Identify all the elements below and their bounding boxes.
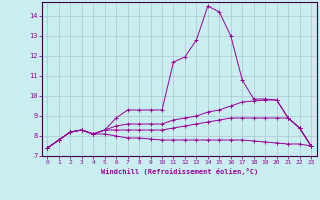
X-axis label: Windchill (Refroidissement éolien,°C): Windchill (Refroidissement éolien,°C) <box>100 168 258 175</box>
